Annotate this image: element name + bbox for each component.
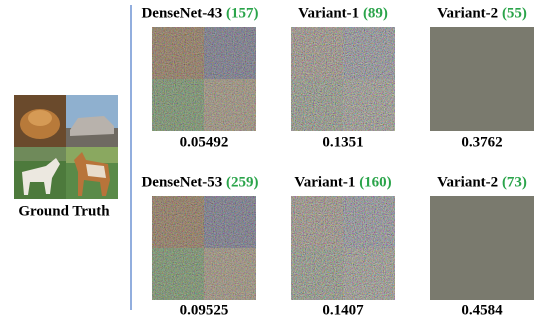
- reconstruction-image: [291, 27, 395, 131]
- panel-title: DenseNet-43 (157): [141, 6, 258, 23]
- score: 0.1351: [322, 135, 363, 152]
- image-noise: [291, 27, 395, 131]
- param-count: (55): [502, 6, 527, 22]
- reconstruction-image: [430, 196, 534, 300]
- reconstruction-image: [152, 196, 256, 300]
- image-fill: [430, 27, 534, 131]
- score: 0.1407: [322, 303, 363, 320]
- param-count: (73): [502, 175, 527, 191]
- model-name: DenseNet-53: [141, 175, 222, 191]
- image-noise: [152, 196, 256, 300]
- param-count: (160): [359, 175, 392, 191]
- image-noise: [152, 27, 256, 131]
- panel-title: Variant-2 (73): [437, 175, 527, 192]
- model-name: Variant-1: [294, 175, 355, 191]
- param-count: (157): [226, 6, 259, 22]
- ground-truth-images: [14, 95, 118, 199]
- param-count: (89): [363, 6, 388, 22]
- score: 0.05492: [180, 135, 229, 152]
- panel-title: Variant-2 (55): [437, 6, 527, 23]
- model-name: Variant-1: [298, 6, 359, 22]
- image-noise: [291, 196, 395, 300]
- panel-title: DenseNet-53 (259): [141, 175, 258, 192]
- reconstruction-image: [291, 196, 395, 300]
- model-name: Variant-2: [437, 6, 498, 22]
- model-name: DenseNet-43: [141, 6, 222, 22]
- param-count: (259): [226, 175, 259, 191]
- ground-truth-label: Ground Truth: [18, 204, 109, 221]
- model-name: Variant-2: [437, 175, 498, 191]
- figure: Ground Truth DenseNet-43 (157) 0.05492 Var…: [0, 0, 536, 324]
- figure-art: [0, 0, 536, 324]
- panel-title: Variant-1 (89): [298, 6, 388, 23]
- reconstruction-image: [152, 27, 256, 131]
- score: 0.3762: [461, 135, 502, 152]
- reconstruction-image: [430, 27, 534, 131]
- score: 0.4584: [461, 303, 502, 320]
- image-fill: [430, 196, 534, 300]
- panel-title: Variant-1 (160): [294, 175, 391, 192]
- score: 0.09525: [180, 303, 229, 320]
